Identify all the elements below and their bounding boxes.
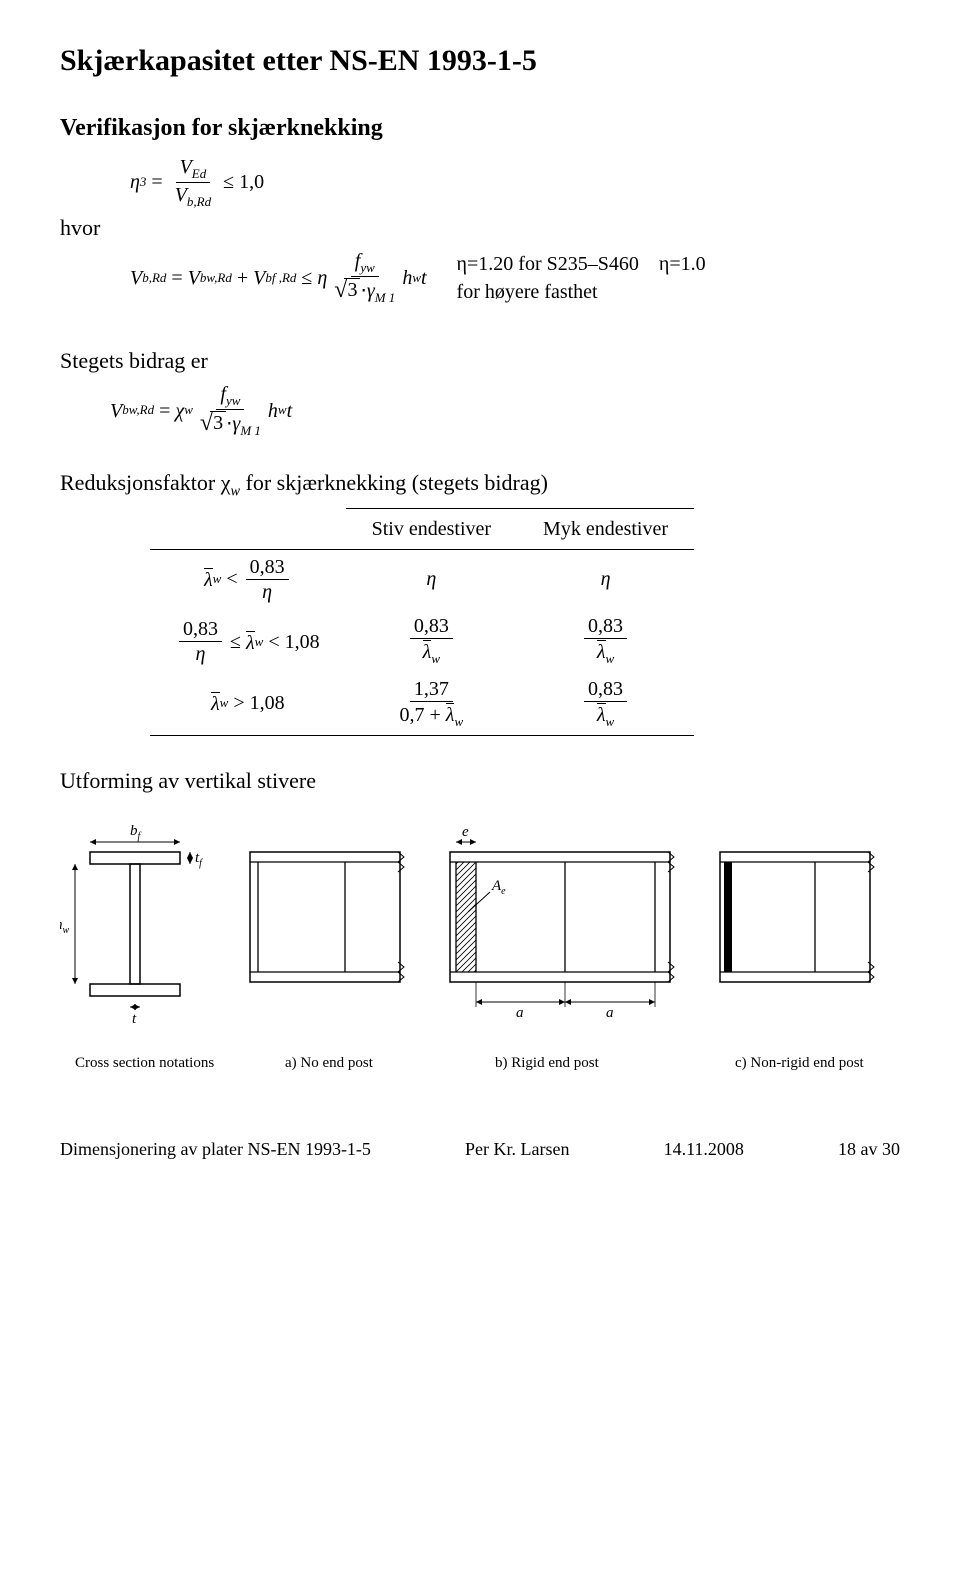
svg-text:a: a bbox=[606, 1005, 614, 1021]
svg-text:t: t bbox=[132, 1011, 137, 1027]
th-myk: Myk endestiver bbox=[517, 508, 694, 549]
table-row: λw > 1,08 1,37 0,7 + λw 0,83 λw bbox=[150, 672, 694, 736]
cross-section: bf tf hw t bbox=[60, 823, 203, 1027]
caption-b: b) Rigid end post bbox=[495, 1055, 600, 1071]
steget-heading: Stegets bidrag er bbox=[60, 346, 900, 377]
sym-eq: = bbox=[151, 168, 162, 196]
verif-heading: Verifikasjon for skjærknekking bbox=[60, 112, 900, 146]
sym-eta: η bbox=[130, 168, 140, 196]
footer-page: 18 av 30 bbox=[838, 1137, 900, 1162]
footer-date: 14.11.2008 bbox=[664, 1137, 744, 1162]
page-title: Skjærkapasitet etter NS-EN 1993-1-5 bbox=[60, 40, 900, 82]
criteria-table: Stiv endestiver Myk endestiver λw < 0,83… bbox=[150, 508, 694, 737]
svg-text:tf: tf bbox=[195, 850, 203, 869]
red-heading: Reduksjonsfaktor χw for skjærknekking (s… bbox=[60, 468, 900, 501]
caption-c: c) Non-rigid end post bbox=[735, 1055, 865, 1071]
th-stiv: Stiv endestiver bbox=[346, 508, 517, 549]
caption-a: a) No end post bbox=[285, 1055, 374, 1071]
hvor-label: hvor bbox=[60, 213, 900, 244]
beam-a bbox=[250, 852, 404, 982]
page-footer: Dimensjonering av plater NS-EN 1993-1-5 … bbox=[60, 1137, 900, 1162]
utforming-heading: Utforming av vertikal stivere bbox=[60, 766, 900, 797]
svg-text:e: e bbox=[462, 824, 469, 840]
footer-left: Dimensjonering av plater NS-EN 1993-1-5 bbox=[60, 1137, 371, 1162]
svg-text:bf: bf bbox=[130, 823, 142, 842]
stiffener-diagram: bf tf hw t Cross section notations bbox=[60, 807, 900, 1107]
footer-mid: Per Kr. Larsen bbox=[465, 1137, 569, 1162]
eta-note: η=1.20 for S235–S460 for høyere fasthet … bbox=[457, 250, 706, 306]
eq-eta3: η3 = VEd Vb,Rd ≤ 1,0 bbox=[130, 156, 900, 210]
beam-b: e Ae a a bbox=[450, 824, 674, 1021]
caption-cross: Cross section notations bbox=[75, 1055, 214, 1071]
eq-vbrd: Vb,Rd = Vbw,Rd + Vbf ,Rd ≤ η fyw √3⋅γM 1… bbox=[130, 250, 900, 306]
svg-text:a: a bbox=[516, 1005, 524, 1021]
beam-c bbox=[720, 852, 874, 982]
table-row: 0,83 η ≤ λw < 1,08 0,83 λw bbox=[150, 609, 694, 672]
svg-text:hw: hw bbox=[60, 917, 70, 936]
svg-text:Ae: Ae bbox=[491, 878, 506, 897]
table-row: λw < 0,83 η η η bbox=[150, 549, 694, 609]
th-blank bbox=[150, 508, 346, 549]
eq-vbwrd: Vbw,Rd = χw fyw √3⋅γM 1 hwt bbox=[110, 383, 900, 439]
sub-3: 3 bbox=[140, 173, 147, 191]
